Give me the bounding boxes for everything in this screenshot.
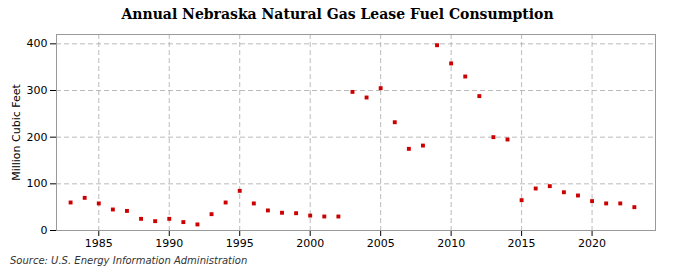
svg-text:2020: 2020 (578, 237, 606, 250)
svg-text:100: 100 (27, 177, 48, 190)
svg-text:1995: 1995 (226, 237, 254, 250)
svg-text:2000: 2000 (296, 237, 324, 250)
svg-text:400: 400 (27, 37, 48, 50)
svg-text:0: 0 (41, 224, 48, 237)
svg-text:Million Cubic Feet: Million Cubic Feet (10, 83, 23, 180)
html-text:Source: U.S. Energy Informatio: Source: U.S. Energy Information Administ… (10, 255, 248, 266)
svg-text:1990: 1990 (155, 237, 183, 250)
svg-text:2010: 2010 (437, 237, 465, 250)
svg-text:2005: 2005 (367, 237, 395, 250)
svg-text:1985: 1985 (85, 237, 113, 250)
svg-text:300: 300 (27, 84, 48, 97)
html-text:Annual Nebraska Natural Gas Le: Annual Nebraska Natural Gas Lease Fuel C… (121, 6, 554, 22)
svg-text:2015: 2015 (508, 237, 536, 250)
svg-text:200: 200 (27, 131, 48, 144)
